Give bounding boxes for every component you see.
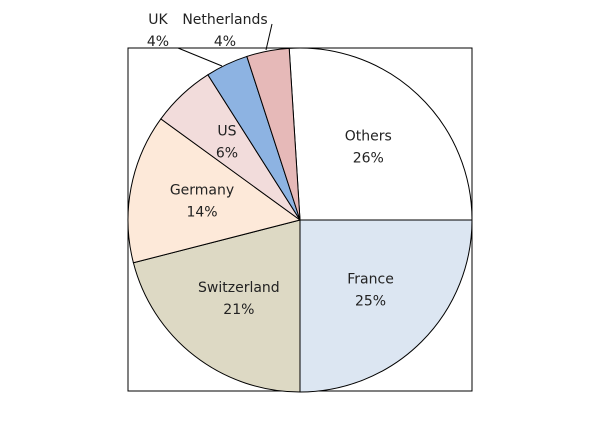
pie-slice bbox=[132, 219, 301, 393]
leader-line bbox=[177, 47, 223, 67]
slice-value-label: 21% bbox=[223, 302, 254, 318]
pie-slice bbox=[127, 118, 302, 264]
slice-value-label: 26% bbox=[353, 150, 384, 166]
slice-label: Others bbox=[345, 128, 392, 144]
slice-label: Germany bbox=[170, 182, 234, 198]
slice-value-label: 4% bbox=[147, 34, 169, 50]
pie-slice bbox=[288, 47, 473, 221]
slice-value-label: 4% bbox=[214, 34, 236, 50]
pie-slice bbox=[299, 219, 473, 393]
slice-label: France bbox=[347, 272, 394, 288]
slice-value-label: 14% bbox=[186, 204, 217, 220]
slice-value-label: 6% bbox=[216, 145, 238, 161]
leader-line bbox=[265, 23, 273, 51]
slice-label: Switzerland bbox=[198, 280, 280, 296]
slice-label: Netherlands bbox=[182, 12, 267, 28]
slice-label: US bbox=[217, 123, 236, 139]
slice-label: UK bbox=[148, 12, 168, 28]
pie-slice bbox=[246, 47, 301, 221]
slice-value-label: 25% bbox=[355, 294, 386, 310]
